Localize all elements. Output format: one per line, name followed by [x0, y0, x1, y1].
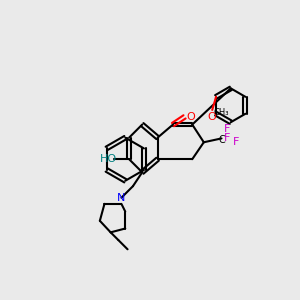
Text: N: N — [117, 194, 126, 203]
Text: O: O — [186, 112, 195, 122]
Text: O: O — [208, 112, 217, 122]
Text: HO: HO — [100, 154, 117, 164]
Text: C: C — [218, 135, 225, 145]
Text: F: F — [224, 124, 230, 134]
Text: F: F — [224, 134, 230, 143]
Text: CH₃: CH₃ — [214, 108, 229, 117]
Text: F: F — [233, 137, 239, 147]
